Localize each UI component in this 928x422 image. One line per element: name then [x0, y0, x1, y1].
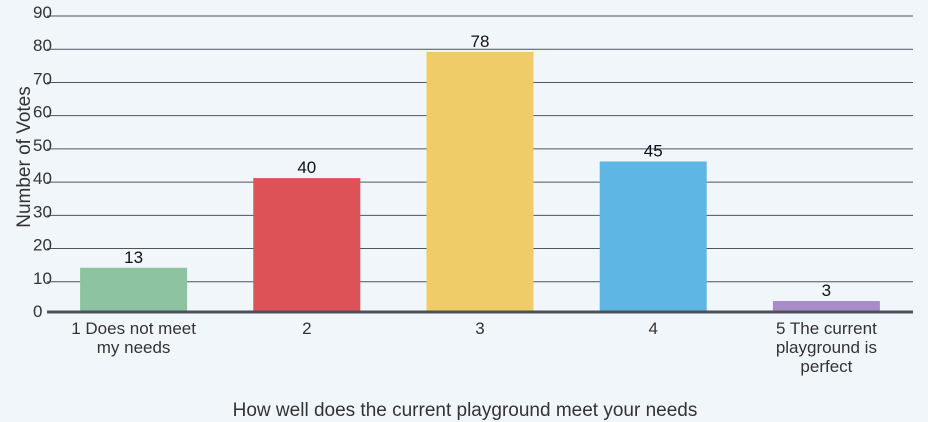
- bars: [80, 51, 880, 311]
- bar: [772, 301, 880, 311]
- x-category-label: 1 Does not meet my needs: [71, 319, 196, 357]
- y-tick-label: 20: [33, 236, 52, 255]
- y-axis-ticks: 0 10 20 30 40 50 60 70 80 90: [33, 3, 52, 321]
- data-label: 78: [471, 32, 490, 51]
- y-tick-label: 50: [33, 136, 52, 155]
- data-label: 3: [822, 281, 831, 300]
- bar: [80, 267, 188, 311]
- x-category-label: 2: [302, 319, 311, 338]
- bar: [253, 178, 361, 311]
- y-tick-label: 70: [33, 69, 52, 88]
- x-axis-title: How well does the current playground mee…: [233, 400, 698, 421]
- y-tick-label: 10: [33, 269, 52, 288]
- y-axis-title: Number of Votes: [14, 86, 35, 228]
- x-category-label: 4: [648, 319, 657, 338]
- bar: [426, 51, 534, 311]
- data-labels: 13 40 78 45 3: [124, 32, 831, 300]
- y-tick-label: 0: [33, 302, 42, 321]
- data-label: 13: [124, 248, 143, 267]
- x-axis-categories: 1 Does not meet my needs 2 3 4 5 The current p…: [71, 319, 877, 376]
- y-tick-label: 60: [33, 103, 52, 122]
- y-tick-label: 40: [33, 169, 52, 188]
- y-tick-label: 80: [33, 36, 52, 55]
- y-tick-label: 30: [33, 202, 52, 221]
- x-category-label: 3: [475, 319, 484, 338]
- data-label: 45: [644, 142, 663, 161]
- y-tick-label: 90: [33, 3, 52, 22]
- bar: [599, 161, 707, 311]
- data-label: 40: [297, 158, 316, 177]
- x-category-label: 5 The current playground is perfect: [776, 319, 877, 376]
